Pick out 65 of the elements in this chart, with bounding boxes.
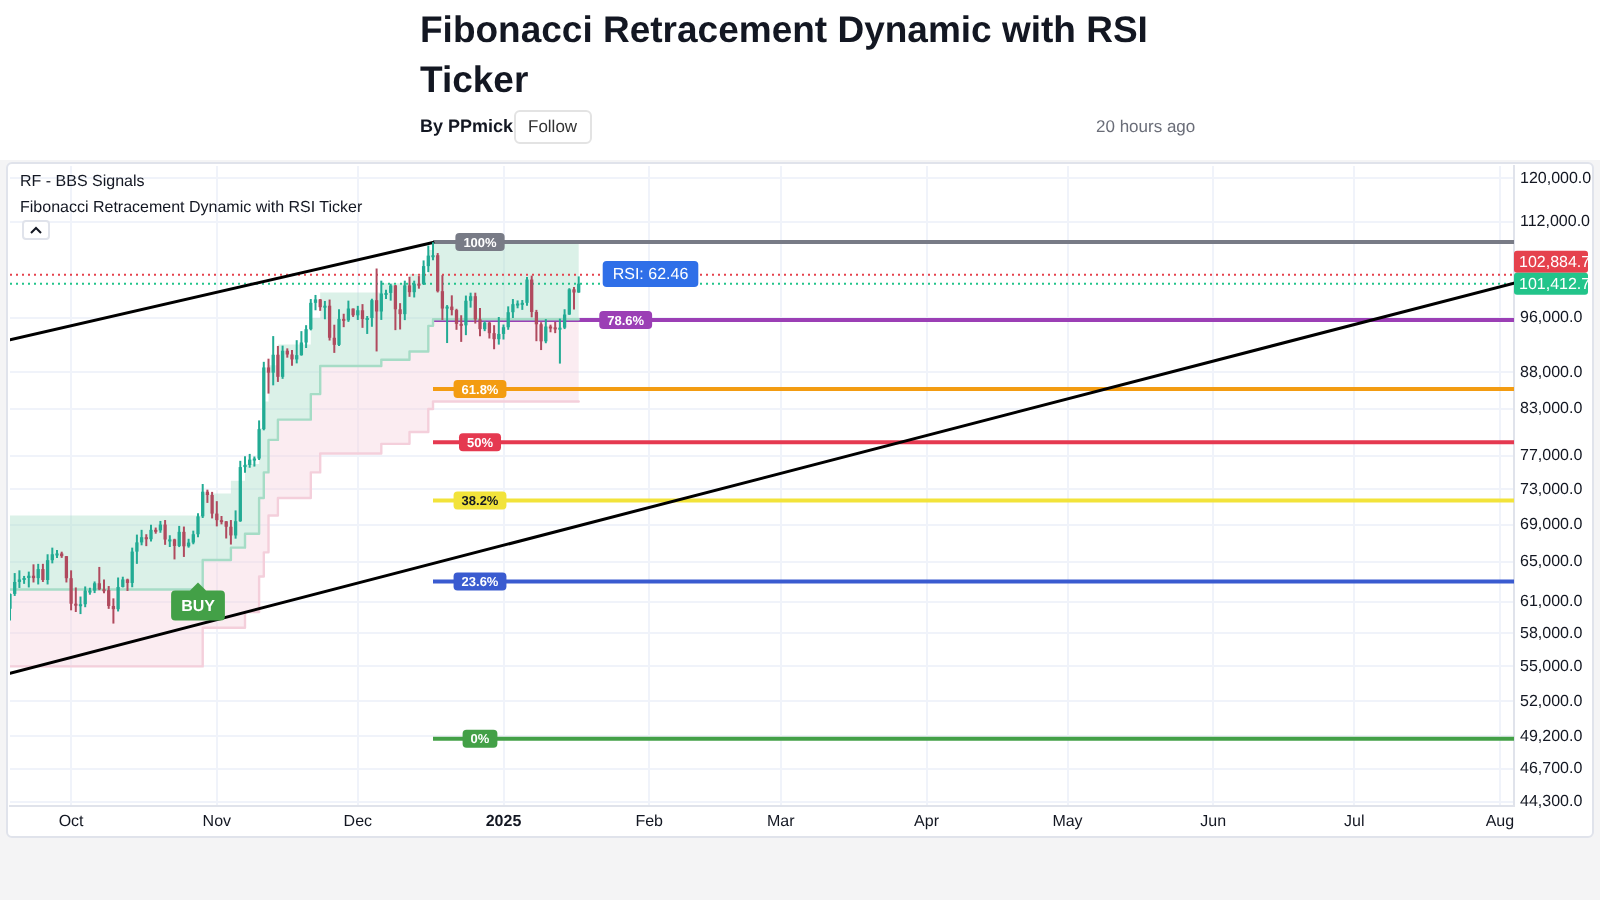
y-tick-label: 83,000.0 <box>1520 399 1584 418</box>
x-tick-label: Mar <box>767 812 796 831</box>
x-tick-label: 2025 <box>485 812 523 831</box>
candlestick <box>41 562 45 583</box>
candlestick <box>116 576 120 613</box>
candlestick <box>271 335 275 387</box>
y-tick-label: 55,000.0 <box>1520 656 1584 675</box>
candlestick <box>323 299 327 321</box>
candlestick <box>163 519 167 546</box>
y-tick-label: 88,000.0 <box>1520 362 1584 381</box>
text: By PPmick <box>420 116 514 138</box>
y-tick-label: 58,000.0 <box>1520 623 1584 642</box>
text: 20 hours ago <box>1096 116 1196 138</box>
x-tick-label: Dec <box>343 812 373 831</box>
candlestick <box>280 344 285 380</box>
y-tick-label: 65,000.0 <box>1520 552 1584 571</box>
y-tick-label: 69,000.0 <box>1520 514 1584 533</box>
candlestick <box>464 294 468 337</box>
candlestick <box>97 565 101 592</box>
y-tick-label: 73,000.0 <box>1520 479 1584 498</box>
candlestick <box>299 330 304 357</box>
y-tick-label: 112,000.0 <box>1520 211 1592 230</box>
y-tick-label: 46,700.0 <box>1520 759 1584 778</box>
x-tick-label: May <box>1052 812 1083 831</box>
candlestick <box>445 304 449 345</box>
candlestick <box>45 553 50 586</box>
candlestick <box>360 303 365 329</box>
annotation: Fibonacci Retracement Dynamic with RSI Ticker <box>20 198 363 218</box>
y-tick-label: 77,000.0 <box>1520 446 1584 465</box>
candlestick <box>177 524 181 549</box>
candlestick <box>403 279 407 322</box>
y-tick-label: 44,300.0 <box>1520 792 1584 811</box>
y-tick-label: 52,000.0 <box>1520 691 1584 710</box>
y-tick-label: 120,000.0 <box>1520 168 1593 187</box>
candlestick <box>525 276 529 307</box>
candlestick <box>393 283 398 332</box>
x-tick-label: Jul <box>1343 812 1365 831</box>
candlestick <box>276 344 280 383</box>
ref-line-label: 101,412.7 <box>1519 275 1592 294</box>
annotation: RF - BBS Signals <box>20 172 145 192</box>
candlestick <box>229 519 233 546</box>
candlestick <box>558 317 562 365</box>
y-tick-label: 61,000.0 <box>1520 592 1584 611</box>
candlestick <box>572 286 576 311</box>
x-tick-label: Jun <box>1200 812 1227 831</box>
chart-title: Fibonacci Retracement Dynamic with RSI Ticker <box>420 6 1150 104</box>
x-tick-label: Apr <box>914 812 940 831</box>
x-tick-label: Nov <box>202 812 232 831</box>
candlestick <box>370 297 374 328</box>
annotation: BUY <box>181 596 217 615</box>
candlestick <box>337 308 341 347</box>
candlestick <box>266 357 271 395</box>
follow-button: Follow <box>514 110 592 144</box>
x-tick-label: Aug <box>1485 812 1515 831</box>
y-tick-label: 49,200.0 <box>1520 726 1584 745</box>
x-tick-label: Oct <box>58 812 86 831</box>
candlestick <box>210 490 214 520</box>
x-tick-label: Feb <box>635 812 665 831</box>
candlestick <box>407 275 412 298</box>
candlestick <box>182 525 186 558</box>
candlestick <box>36 562 40 586</box>
annotation: RSI: 62.46 <box>612 265 690 284</box>
ref-line-label: 102,884.7 <box>1519 253 1592 272</box>
y-tick-label: 96,000.0 <box>1520 308 1584 327</box>
candlestick <box>492 324 496 351</box>
